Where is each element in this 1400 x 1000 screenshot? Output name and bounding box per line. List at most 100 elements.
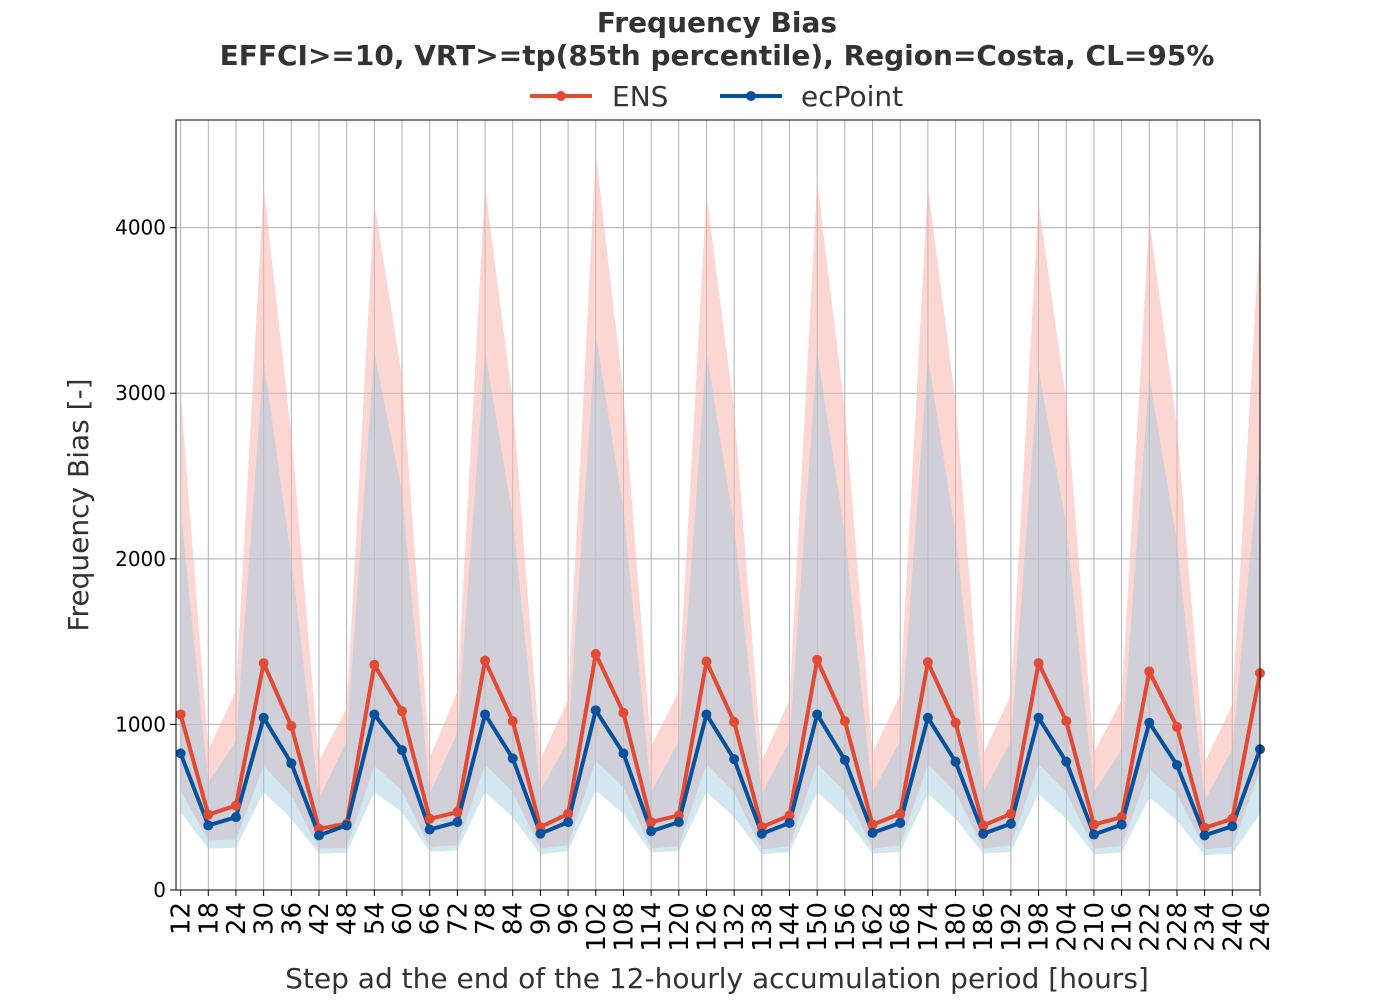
x-tick-label-9: 66 [416, 902, 446, 935]
point-ecpoint-168 [895, 817, 906, 828]
point-ecpoint-150 [812, 709, 823, 720]
x-axis-label: Step ad the end of the 12-hourly accumul… [285, 962, 1149, 995]
x-tick-label-31: 198 [1025, 902, 1055, 952]
x-tick-label-1: 18 [194, 902, 224, 935]
y-tick-label-2: 2000 [115, 547, 166, 571]
x-tick-label-13: 90 [526, 902, 556, 935]
x-tick-label-37: 234 [1191, 902, 1221, 952]
point-ecpoint-48 [341, 820, 352, 831]
point-ecpoint-42 [314, 830, 324, 841]
point-ens-240 [1227, 813, 1238, 824]
confidence-band-ens [180, 153, 1261, 850]
point-ecpoint-186 [978, 828, 989, 839]
point-ecpoint-174 [922, 712, 933, 723]
x-tick-label-29: 186 [969, 902, 999, 952]
y-tick-label-3: 3000 [115, 381, 166, 405]
x-tick-label-17: 114 [637, 902, 667, 952]
y-tick-label-4: 4000 [115, 216, 166, 240]
confidence-bands [180, 153, 1261, 856]
x-tick-label-5: 42 [305, 902, 335, 935]
chart-title: Frequency Bias [597, 6, 837, 39]
point-ens-192 [1005, 808, 1016, 819]
point-ens-156 [839, 716, 850, 727]
point-ecpoint-72 [452, 817, 463, 828]
point-ecpoint-222 [1144, 717, 1155, 728]
x-tick-label-7: 54 [360, 902, 390, 935]
x-tick-label-19: 126 [692, 902, 722, 952]
point-ecpoint-192 [1005, 818, 1016, 829]
point-ecpoint-234 [1199, 830, 1210, 841]
point-ens-150 [812, 654, 823, 665]
point-ens-132 [729, 716, 740, 727]
point-ecpoint-30 [258, 712, 269, 723]
y-axis-ticks: 0 1000 2000 3000 4000 [115, 216, 176, 902]
point-ecpoint-102 [590, 705, 601, 716]
point-ecpoint-24 [230, 812, 241, 823]
point-ecpoint-54 [369, 709, 380, 720]
x-tick-label-25: 162 [859, 902, 889, 952]
x-tick-label-22: 144 [776, 902, 806, 952]
point-ens-114 [646, 817, 657, 828]
point-ecpoint-120 [673, 817, 684, 828]
point-ecpoint-66 [424, 824, 435, 835]
point-ecpoint-18 [203, 820, 214, 831]
point-ens-228 [1171, 721, 1182, 732]
x-tick-label-26: 168 [886, 902, 916, 952]
legend-label-ecpoint: ecPoint [801, 80, 903, 113]
x-tick-label-11: 78 [471, 902, 501, 935]
x-tick-label-36: 228 [1163, 902, 1193, 952]
point-ens-162 [867, 819, 878, 830]
point-ens-198 [1033, 658, 1044, 669]
point-ens-234 [1199, 822, 1210, 833]
x-tick-label-30: 192 [997, 902, 1027, 952]
series-line-ens [178, 652, 1262, 831]
x-tick-label-21: 138 [748, 902, 778, 952]
x-tick-label-15: 102 [582, 902, 612, 952]
series-points [175, 649, 1265, 841]
point-ens-186 [978, 820, 989, 831]
point-ecpoint-60 [397, 745, 408, 756]
x-tick-label-24: 156 [831, 902, 861, 952]
point-ens-102 [590, 649, 601, 660]
x-tick-label-34: 216 [1108, 902, 1138, 952]
point-ecpoint-228 [1171, 759, 1182, 770]
point-ecpoint-210 [1088, 829, 1099, 840]
point-ens-174 [922, 657, 933, 668]
point-ecpoint-204 [1061, 756, 1072, 767]
y-axis-label: Frequency Bias [-] [62, 378, 95, 631]
x-tick-label-14: 96 [554, 902, 584, 935]
plot-area [175, 119, 1265, 891]
point-ens-78 [480, 655, 491, 666]
point-ens-54 [369, 659, 380, 670]
point-ens-168 [895, 808, 906, 819]
y-tick-label-0: 0 [153, 878, 166, 902]
x-tick-label-38: 240 [1218, 902, 1248, 952]
point-ecpoint-180 [950, 756, 961, 767]
x-tick-label-28: 180 [942, 902, 972, 952]
point-ens-222 [1144, 666, 1155, 677]
x-tick-label-27: 174 [914, 902, 944, 952]
point-ens-204 [1061, 716, 1072, 727]
x-tick-label-20: 132 [720, 902, 750, 952]
point-ens-210 [1088, 819, 1099, 830]
x-tick-label-39: 246 [1246, 902, 1276, 952]
point-ecpoint-198 [1033, 712, 1044, 723]
x-axis-ticks: 1218243036424854606672788490961021081141… [167, 890, 1276, 952]
point-ecpoint-114 [646, 826, 657, 837]
point-ecpoint-108 [618, 748, 629, 759]
point-ens-72 [452, 807, 463, 818]
x-tick-label-0: 12 [167, 902, 197, 935]
plot-frame [175, 119, 1261, 891]
point-ecpoint-162 [867, 827, 878, 838]
x-tick-label-35: 222 [1135, 902, 1165, 952]
point-ens-180 [950, 717, 961, 728]
x-tick-label-4: 36 [277, 902, 307, 935]
point-ens-84 [507, 716, 518, 727]
legend: ENS ecPoint [530, 80, 903, 113]
chart-subtitle: EFFCI>=10, VRT>=tp(85th percentile), Reg… [220, 39, 1215, 72]
point-ens-216 [1116, 812, 1127, 823]
point-ens-108 [618, 707, 629, 718]
point-ens-12 [175, 709, 186, 720]
point-ecpoint-126 [701, 709, 712, 720]
